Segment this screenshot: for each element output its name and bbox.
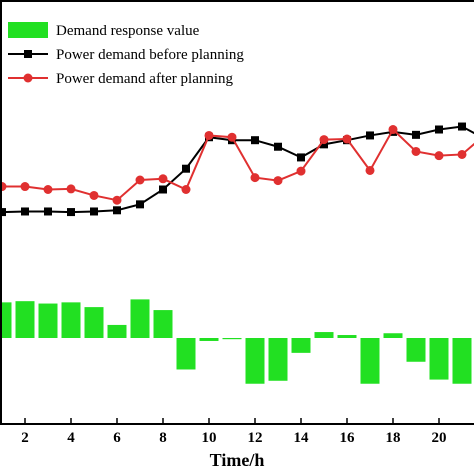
x-tick-label: 16 bbox=[340, 430, 356, 446]
bar-demand-response bbox=[452, 338, 472, 384]
point-power-demand-after bbox=[89, 190, 99, 200]
legend-before-label: Power demand before planning bbox=[56, 47, 244, 63]
point-power-demand-after bbox=[135, 175, 145, 185]
x-tick-label: 10 bbox=[202, 430, 217, 446]
point-power-demand-before bbox=[44, 207, 52, 216]
x-tick-label: 20 bbox=[432, 430, 447, 446]
point-power-demand-before bbox=[412, 130, 420, 139]
point-power-demand-after bbox=[66, 184, 76, 194]
bar-demand-response bbox=[314, 332, 334, 338]
bar-demand-response bbox=[291, 338, 311, 353]
point-power-demand-before bbox=[435, 125, 443, 134]
legend-after-marker bbox=[23, 73, 33, 83]
point-power-demand-after bbox=[296, 166, 306, 176]
bar-demand-response bbox=[268, 338, 288, 381]
bar-demand-response bbox=[153, 310, 173, 338]
x-tick-label: 4 bbox=[67, 430, 75, 446]
x-tick-label: 14 bbox=[294, 430, 310, 446]
x-tick-label: 8 bbox=[159, 430, 167, 446]
point-power-demand-before bbox=[21, 207, 29, 216]
point-power-demand-after bbox=[365, 165, 375, 175]
bar-demand-response bbox=[199, 338, 219, 341]
point-power-demand-before bbox=[0, 208, 6, 217]
bar-demand-response bbox=[84, 307, 104, 338]
point-power-demand-before bbox=[458, 122, 466, 131]
x-tick-label: 12 bbox=[248, 430, 263, 446]
point-power-demand-after bbox=[227, 132, 237, 142]
bar-demand-response bbox=[360, 338, 380, 384]
x-tick-label: 6 bbox=[113, 430, 121, 446]
x-axis-title: Time/h bbox=[210, 450, 265, 470]
bar-demand-response bbox=[406, 338, 426, 362]
point-power-demand-before bbox=[67, 208, 75, 217]
bar-demand-response bbox=[130, 299, 150, 338]
point-power-demand-before bbox=[320, 140, 328, 149]
legend-bar-swatch bbox=[8, 22, 48, 38]
point-power-demand-after bbox=[250, 173, 260, 183]
point-power-demand-before bbox=[113, 206, 121, 215]
point-power-demand-after bbox=[112, 195, 122, 205]
lines-layer bbox=[0, 122, 474, 217]
bar-demand-response bbox=[337, 335, 357, 338]
bar-demand-response bbox=[38, 303, 58, 338]
point-power-demand-after bbox=[388, 125, 398, 135]
point-power-demand-after bbox=[273, 176, 283, 186]
bar-demand-response bbox=[15, 301, 35, 338]
bar-demand-response bbox=[0, 302, 12, 338]
point-power-demand-after bbox=[43, 185, 53, 194]
point-power-demand-before bbox=[366, 131, 374, 140]
bars-layer bbox=[0, 299, 472, 384]
point-power-demand-after bbox=[158, 174, 168, 184]
bar-demand-response bbox=[222, 338, 242, 340]
point-power-demand-after bbox=[411, 146, 421, 156]
point-power-demand-before bbox=[136, 200, 144, 209]
x-tick-label: 18 bbox=[386, 430, 401, 446]
point-power-demand-after bbox=[457, 149, 467, 159]
point-power-demand-after bbox=[319, 135, 329, 145]
point-power-demand-before bbox=[274, 142, 282, 151]
point-power-demand-after bbox=[20, 182, 30, 192]
bar-demand-response bbox=[61, 302, 81, 338]
point-power-demand-after bbox=[181, 185, 191, 194]
axes-layer: 246810121416182022 bbox=[0, 0, 474, 446]
legend-before-marker bbox=[24, 50, 32, 58]
bar-demand-response bbox=[245, 338, 265, 384]
point-power-demand-before bbox=[251, 136, 259, 145]
point-power-demand-before bbox=[90, 207, 98, 216]
point-power-demand-before bbox=[182, 164, 190, 173]
point-power-demand-after bbox=[434, 151, 444, 161]
bar-demand-response bbox=[429, 338, 449, 380]
point-power-demand-after bbox=[342, 134, 352, 144]
legend-after-label: Power demand after planning bbox=[56, 71, 234, 87]
bar-demand-response bbox=[107, 324, 127, 338]
bar-demand-response bbox=[176, 338, 196, 370]
point-power-demand-after bbox=[204, 130, 214, 140]
legend: Demand response value Power demand befor… bbox=[8, 22, 244, 87]
point-power-demand-before bbox=[297, 153, 305, 162]
x-tick-label: 2 bbox=[21, 430, 29, 446]
legend-bar-label: Demand response value bbox=[56, 23, 200, 39]
bar-demand-response bbox=[383, 333, 403, 338]
point-power-demand-before bbox=[159, 185, 167, 194]
